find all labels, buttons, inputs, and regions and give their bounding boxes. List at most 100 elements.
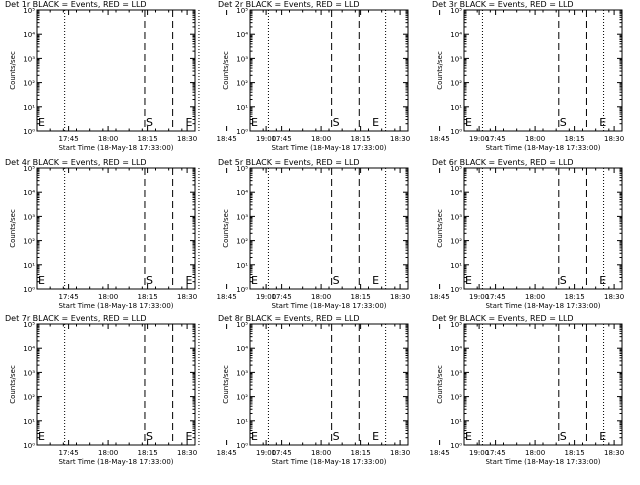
y-tick-label: 10⁴ (450, 31, 462, 39)
marker-e-start: E (251, 116, 258, 129)
x-tick-label: 17:45 (486, 449, 506, 457)
panel-1: Det 1r BLACK = Events, RED = LLD 10⁰ 10¹ 10… (5, 0, 276, 152)
y-tick-label: 10¹ (236, 418, 248, 426)
x-axis-label: Start Time (18-May-18 17:33:00) (58, 458, 173, 466)
y-tick-label: 10⁴ (23, 189, 35, 197)
panel-title: Det 9r BLACK = Events, RED = LLD (432, 314, 574, 323)
x-tick-label: 18:45 (430, 293, 450, 301)
marker-e: E (372, 274, 379, 287)
x-tick-label: 19:00 (469, 135, 489, 143)
y-tick-label: 10³ (23, 213, 35, 221)
y-axis-label: Counts/sec (222, 51, 230, 90)
x-tick-label: 17:45 (272, 135, 292, 143)
marker-s: S (560, 430, 567, 443)
y-tick-label: 10³ (236, 369, 248, 377)
x-tick-label: 18:00 (525, 135, 545, 143)
y-axis-label: Counts/sec (436, 365, 444, 404)
y-tick-label: 10¹ (450, 418, 462, 426)
marker-s: S (560, 274, 567, 287)
panel-title: Det 7r BLACK = Events, RED = LLD (5, 314, 147, 323)
y-axis-label: Counts/sec (9, 51, 17, 90)
marker-e-start: E (38, 116, 45, 129)
marker-e: E (372, 116, 379, 129)
panel-2: Det 2r BLACK = Events, RED = LLD 10⁰ 10¹ 10… (218, 0, 489, 152)
y-tick-label: 10² (236, 80, 248, 88)
panel-title: Det 8r BLACK = Events, RED = LLD (218, 314, 360, 323)
y-tick-label: 10⁰ (23, 286, 35, 294)
x-tick-label: 18:45 (217, 449, 237, 457)
panel-title: Det 4r BLACK = Events, RED = LLD (5, 158, 147, 167)
x-tick-label: 17:45 (59, 135, 79, 143)
x-tick-label: 18:00 (525, 449, 545, 457)
marker-s: S (146, 116, 153, 129)
y-tick-label: 10² (450, 394, 462, 402)
marker-e-start: E (465, 116, 472, 129)
x-axis-label: Start Time (18-May-18 17:33:00) (58, 302, 173, 310)
x-axis-label: Start Time (18-May-18 17:33:00) (485, 458, 600, 466)
x-tick-label: 19:00 (469, 293, 489, 301)
marker-s: S (146, 274, 153, 287)
y-tick-label: 10¹ (23, 262, 35, 270)
y-tick-label: 10² (23, 238, 35, 246)
marker-s: S (333, 274, 340, 287)
x-axis-label: Start Time (18-May-18 17:33:00) (58, 144, 173, 152)
y-tick-label: 10⁰ (236, 128, 248, 136)
marker-e-start: E (465, 274, 472, 287)
y-tick-label: 10² (23, 394, 35, 402)
panel-9: Det 9r BLACK = Events, RED = LLD 10⁰ 10¹ 10… (432, 314, 624, 466)
panel-title: Det 6r BLACK = Events, RED = LLD (432, 158, 574, 167)
marker-s: S (146, 430, 153, 443)
y-tick-label: 10⁴ (236, 345, 248, 353)
y-tick-label: 10⁰ (23, 442, 35, 450)
x-tick-label: 18:30 (390, 135, 410, 143)
y-tick-label: 10⁵ (450, 165, 462, 173)
y-tick-label: 10⁴ (450, 189, 462, 197)
x-tick-label: 19:00 (256, 449, 276, 457)
y-tick-label: 10² (236, 394, 248, 402)
y-tick-label: 10⁰ (450, 286, 462, 294)
x-tick-label: 18:30 (604, 293, 624, 301)
y-axis-label: Counts/sec (9, 209, 17, 248)
x-tick-label: 18:15 (138, 293, 158, 301)
y-tick-label: 10⁵ (23, 321, 35, 329)
x-tick-label: 18:00 (98, 449, 118, 457)
plot-frame (36, 323, 196, 446)
y-tick-label: 10¹ (23, 418, 35, 426)
x-tick-label: 18:00 (311, 135, 331, 143)
x-tick-label: 18:30 (177, 449, 197, 457)
y-axis-label: Counts/sec (436, 209, 444, 248)
marker-e: E (599, 430, 606, 443)
marker-s: S (333, 430, 340, 443)
marker-e: E (185, 274, 192, 287)
y-tick-label: 10⁵ (450, 321, 462, 329)
x-tick-label: 18:15 (138, 135, 158, 143)
marker-e: E (372, 430, 379, 443)
y-tick-label: 10³ (236, 213, 248, 221)
x-tick-label: 17:45 (486, 135, 506, 143)
y-tick-label: 10³ (450, 55, 462, 63)
y-tick-label: 10³ (23, 369, 35, 377)
panel-title: Det 1r BLACK = Events, RED = LLD (5, 0, 147, 9)
x-tick-label: 18:30 (604, 135, 624, 143)
plot-frame (463, 9, 623, 132)
x-tick-label: 18:15 (565, 293, 585, 301)
x-tick-label: 17:45 (272, 293, 292, 301)
y-tick-label: 10⁴ (23, 345, 35, 353)
marker-e: E (599, 274, 606, 287)
x-tick-label: 19:00 (469, 449, 489, 457)
marker-e-start: E (465, 430, 472, 443)
y-tick-label: 10² (23, 80, 35, 88)
y-axis-label: Counts/sec (9, 365, 17, 404)
plot-frame (36, 167, 196, 290)
plot-frame (249, 167, 409, 290)
x-tick-label: 18:15 (565, 135, 585, 143)
y-tick-label: 10² (450, 238, 462, 246)
x-tick-label: 17:45 (59, 293, 79, 301)
y-tick-label: 10⁴ (450, 345, 462, 353)
y-tick-label: 10¹ (236, 262, 248, 270)
y-tick-label: 10⁵ (236, 165, 248, 173)
panel-5: Det 5r BLACK = Events, RED = LLD 10⁰ 10¹ 10… (218, 158, 489, 310)
panel-title: Det 2r BLACK = Events, RED = LLD (218, 0, 360, 9)
y-tick-label: 10⁵ (450, 7, 462, 15)
panel-4: Det 4r BLACK = Events, RED = LLD 10⁰ 10¹ 10… (5, 158, 276, 310)
